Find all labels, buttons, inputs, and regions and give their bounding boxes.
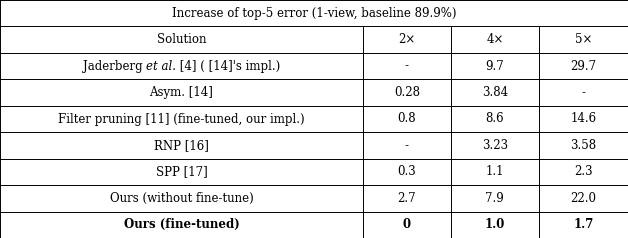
Text: 9.7: 9.7 <box>485 60 504 73</box>
Text: 8.6: 8.6 <box>485 113 504 125</box>
Text: Ours (fine-tuned): Ours (fine-tuned) <box>124 218 239 231</box>
Text: 3.84: 3.84 <box>482 86 508 99</box>
Text: et al.: et al. <box>146 60 176 73</box>
Text: Increase of top-5 error (1-view, baseline 89.9%): Increase of top-5 error (1-view, baselin… <box>171 7 457 20</box>
Text: 1.7: 1.7 <box>573 218 593 231</box>
Text: Ours (without fine-tune): Ours (without fine-tune) <box>110 192 253 205</box>
Text: 2.3: 2.3 <box>574 165 593 178</box>
Text: Asym. [14]: Asym. [14] <box>149 86 214 99</box>
Text: 3.58: 3.58 <box>570 139 597 152</box>
Text: [4] ( [14]'s impl.): [4] ( [14]'s impl.) <box>176 60 280 73</box>
Text: 4×: 4× <box>486 33 504 46</box>
Text: 3.23: 3.23 <box>482 139 508 152</box>
Text: 0.28: 0.28 <box>394 86 420 99</box>
Text: 1.0: 1.0 <box>485 218 505 231</box>
Text: -: - <box>582 86 585 99</box>
Text: 2×: 2× <box>398 33 416 46</box>
Text: -: - <box>405 60 409 73</box>
Text: Solution: Solution <box>157 33 206 46</box>
Text: Jaderberg: Jaderberg <box>83 60 146 73</box>
Text: Filter pruning [11] (fine-tuned, our impl.): Filter pruning [11] (fine-tuned, our imp… <box>58 113 305 125</box>
Text: 5×: 5× <box>575 33 592 46</box>
Text: 0.8: 0.8 <box>398 113 416 125</box>
Text: 0.3: 0.3 <box>398 165 416 178</box>
Text: -: - <box>405 139 409 152</box>
Text: 7.9: 7.9 <box>485 192 504 205</box>
Text: 14.6: 14.6 <box>570 113 597 125</box>
Text: SPP [17]: SPP [17] <box>156 165 207 178</box>
Text: 2.7: 2.7 <box>398 192 416 205</box>
Text: 0: 0 <box>403 218 411 231</box>
Text: RNP [16]: RNP [16] <box>154 139 209 152</box>
Text: 1.1: 1.1 <box>485 165 504 178</box>
Text: 22.0: 22.0 <box>570 192 597 205</box>
Text: 29.7: 29.7 <box>570 60 597 73</box>
